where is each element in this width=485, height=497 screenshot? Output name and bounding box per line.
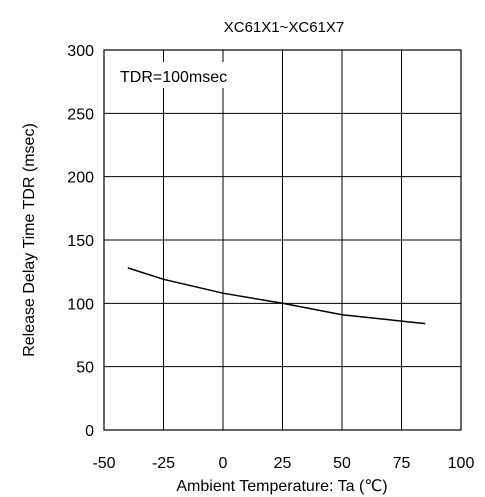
y-tick-label: 300	[67, 43, 94, 60]
x-axis-label: Ambient Temperature: Ta (℃)	[176, 478, 387, 495]
y-tick-label: 200	[67, 170, 94, 187]
y-axis-label: Release Delay Time TDR (msec)	[21, 123, 38, 357]
x-tick-label: 25	[274, 455, 292, 472]
series	[127, 267, 426, 325]
x-tick-label: -25	[152, 455, 175, 472]
y-tick-labels: 0 50 100 150 200 250 300	[67, 43, 94, 440]
x-tick-label: 75	[393, 455, 411, 472]
chart-title: XC61X1~XC61X7	[224, 19, 345, 36]
y-tick-label: 250	[67, 106, 94, 123]
annotation-background	[112, 62, 260, 88]
y-tick-label: 150	[67, 233, 94, 250]
x-tick-label: -50	[92, 455, 115, 472]
annotation-label: TDR=100msec	[120, 69, 227, 86]
y-tick-label: 0	[85, 423, 94, 440]
x-tick-label: 100	[448, 455, 475, 472]
series-line	[127, 267, 426, 325]
x-tick-labels: -50 -25 0 25 50 75 100	[92, 455, 474, 472]
x-tick-label: 50	[333, 455, 351, 472]
x-tick-label: 0	[219, 455, 228, 472]
y-tick-label: 100	[67, 296, 94, 313]
y-tick-label: 50	[76, 360, 94, 377]
plot-frame	[103, 49, 462, 431]
grid	[104, 50, 461, 430]
